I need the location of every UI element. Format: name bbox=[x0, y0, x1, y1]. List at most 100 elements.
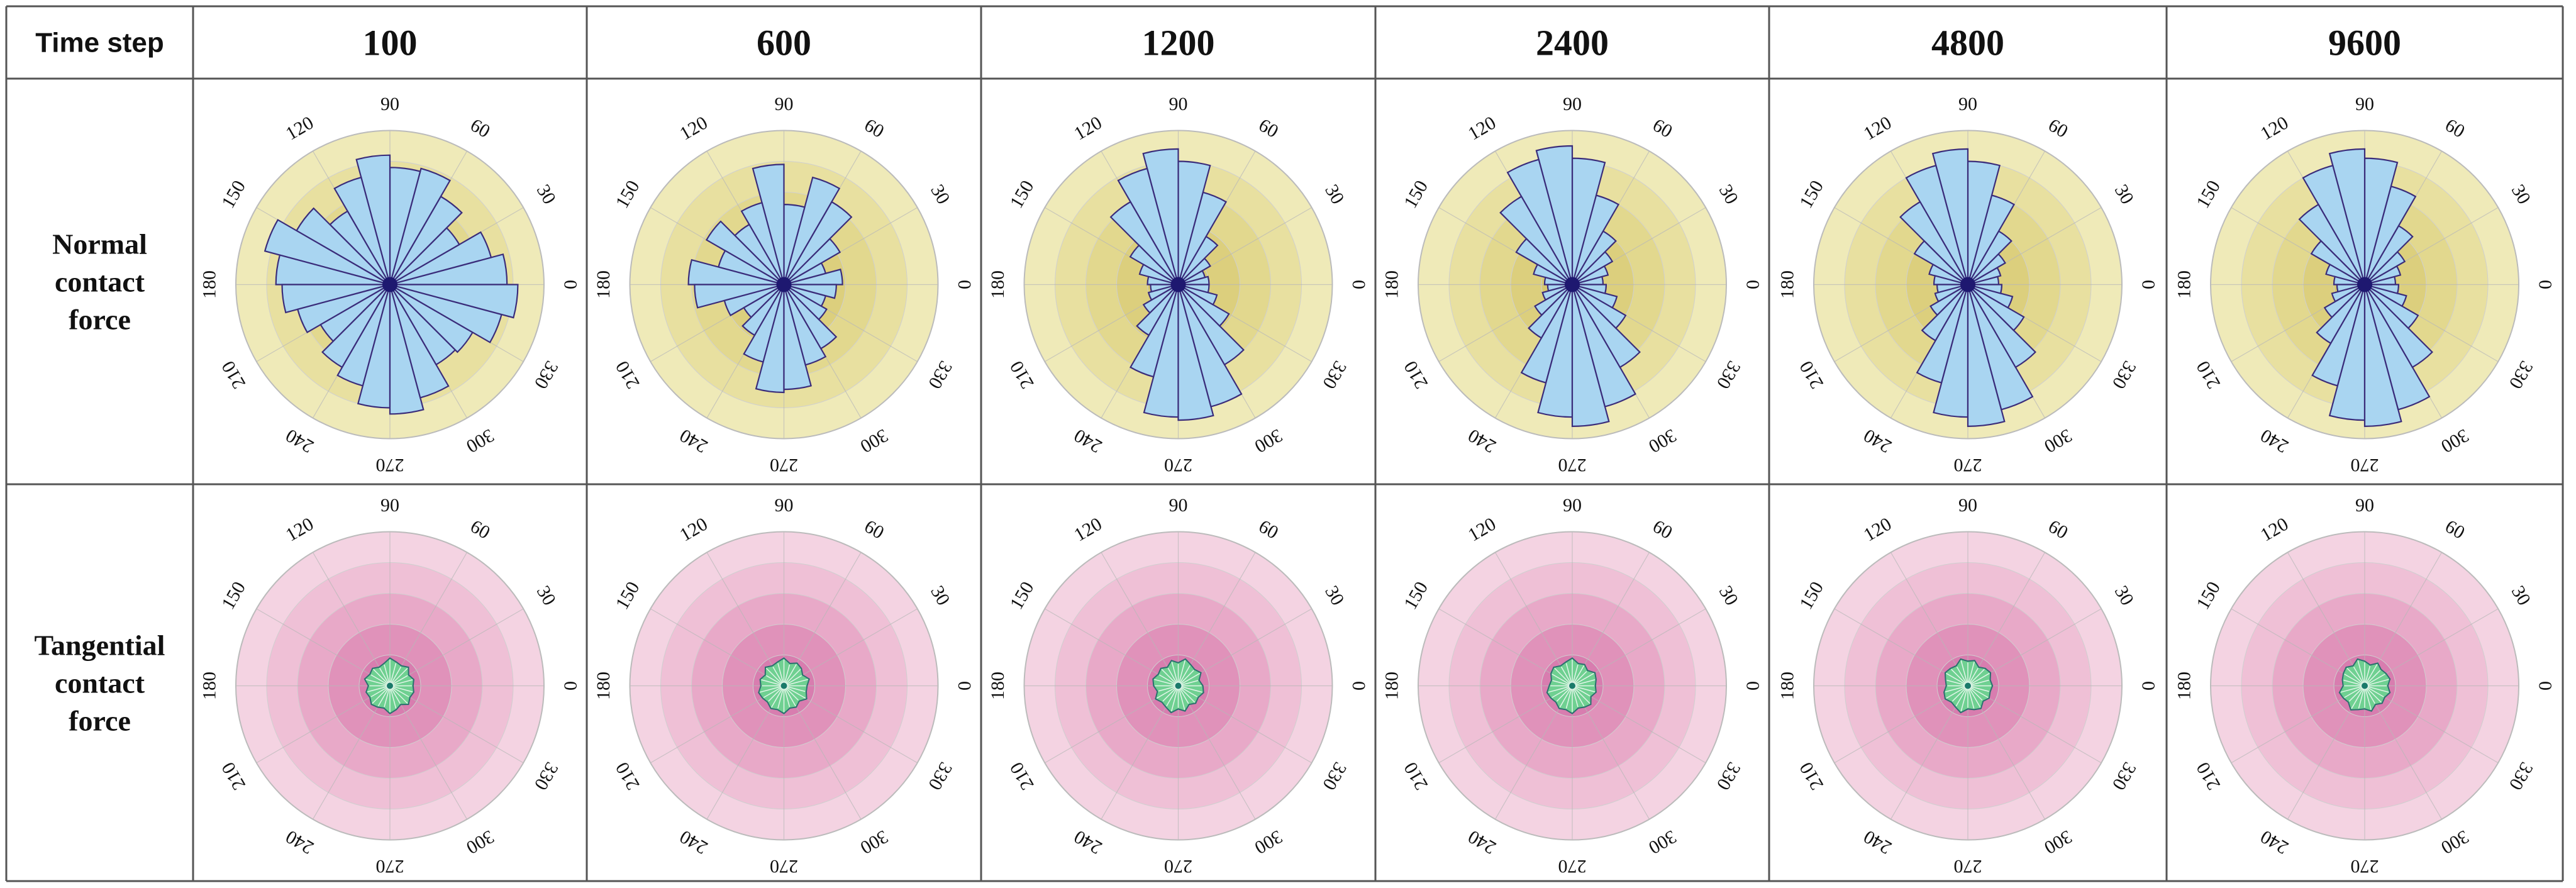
rose-bar bbox=[2364, 284, 2419, 330]
angle-label-270: 270 bbox=[376, 856, 404, 877]
spoke-line bbox=[1101, 685, 1179, 819]
rose-bar bbox=[1899, 201, 1968, 286]
angle-label-90: 90 bbox=[1169, 495, 1188, 516]
rose-bar bbox=[389, 167, 452, 286]
angle-label-150: 150 bbox=[1400, 177, 1432, 211]
tangential-spoke bbox=[384, 685, 391, 708]
spoke-line bbox=[706, 552, 785, 686]
tangential-spoke bbox=[389, 675, 408, 687]
tangential-spoke bbox=[1554, 667, 1573, 687]
angle-label-270: 270 bbox=[1558, 856, 1587, 877]
tangential-spoke bbox=[367, 685, 391, 692]
angle-label-60: 60 bbox=[1649, 516, 1675, 543]
angle-label-60: 60 bbox=[2045, 516, 2071, 543]
angle-label-210: 210 bbox=[1006, 758, 1038, 793]
tangential-spoke bbox=[783, 685, 791, 708]
angle-label-60: 60 bbox=[2441, 114, 2468, 142]
rose-bar bbox=[783, 284, 827, 366]
tangential-spoke bbox=[2364, 685, 2375, 704]
tangential-spoke bbox=[2344, 685, 2365, 698]
row-label-line: contact bbox=[55, 266, 145, 298]
angle-label-180: 180 bbox=[987, 270, 1008, 299]
outer-ring bbox=[629, 531, 939, 841]
angle-label-300: 300 bbox=[2438, 826, 2472, 858]
spoke-line bbox=[2364, 608, 2499, 687]
row-labels: Normal contact force Tangential contact force bbox=[35, 228, 165, 737]
angle-label-0: 0 bbox=[2535, 280, 2556, 289]
angle-label-300: 300 bbox=[2438, 425, 2472, 457]
angle-label-90: 90 bbox=[380, 94, 399, 114]
tangential-spoke bbox=[1178, 680, 1199, 687]
angle-label-180: 180 bbox=[1777, 672, 1798, 700]
angle-label-120: 120 bbox=[1860, 513, 1895, 545]
angle-label-0: 0 bbox=[1348, 681, 1369, 691]
angle-label-300: 300 bbox=[1251, 425, 1285, 457]
tangential-spoke bbox=[2358, 685, 2365, 709]
rose-bar bbox=[264, 219, 391, 286]
tangential-spoke bbox=[1945, 685, 1968, 692]
polar-chart-normal-100: 0 30 60 90 120 150 180 210 240 270 300 330 bbox=[199, 94, 581, 475]
tangential-spoke bbox=[777, 663, 785, 686]
angle-label-240: 240 bbox=[1465, 425, 1499, 457]
rose-bar bbox=[1967, 284, 2003, 294]
rose-bar bbox=[296, 284, 391, 334]
center-dot bbox=[1960, 277, 1975, 292]
angle-label-150: 150 bbox=[218, 177, 250, 211]
spoke-line bbox=[389, 685, 468, 819]
tangential-spoke bbox=[1967, 685, 1975, 709]
center-dot bbox=[1565, 277, 1580, 292]
tangential-spoke bbox=[1552, 674, 1573, 687]
rose-bar bbox=[389, 231, 492, 286]
tangential-spoke bbox=[1951, 669, 1968, 687]
tangential-spoke bbox=[1552, 685, 1573, 698]
rose-bar bbox=[1177, 284, 1218, 306]
tangential-spoke bbox=[771, 685, 785, 708]
rose-bar bbox=[1178, 284, 1210, 294]
tangential-spoke bbox=[1572, 685, 1579, 708]
spoke-line bbox=[783, 685, 862, 819]
tangential-spoke bbox=[370, 674, 391, 687]
rose-bar bbox=[2364, 284, 2407, 308]
tangential-spoke bbox=[1960, 660, 1968, 686]
angle-label-150: 150 bbox=[611, 177, 643, 211]
tangential-spoke bbox=[1572, 665, 1585, 686]
tangential-spoke bbox=[384, 664, 391, 686]
angle-label-240: 240 bbox=[282, 425, 317, 457]
rose-bar bbox=[1177, 284, 1230, 327]
table-grid bbox=[5, 5, 2564, 882]
spoke-line bbox=[1890, 552, 1968, 686]
angle-label-270: 270 bbox=[1164, 455, 1192, 475]
angle-label-150: 150 bbox=[1796, 177, 1828, 211]
angle-label-90: 90 bbox=[1169, 94, 1188, 114]
angle-label-210: 210 bbox=[1400, 357, 1432, 392]
angle-label-330: 330 bbox=[2505, 758, 2537, 793]
angle-label-120: 120 bbox=[282, 513, 317, 545]
angle-label-210: 210 bbox=[1006, 357, 1038, 392]
outer-ring bbox=[1813, 130, 2123, 440]
angle-label-300: 300 bbox=[1645, 826, 1680, 858]
angle-label-210: 210 bbox=[218, 357, 250, 392]
tangential-spoke bbox=[1955, 685, 1968, 707]
rose-bar bbox=[2364, 284, 2400, 294]
spoke-line bbox=[2231, 685, 2365, 763]
tangential-spoke bbox=[2351, 685, 2365, 709]
angle-label-30: 30 bbox=[1321, 582, 1348, 609]
rose-bar bbox=[1967, 284, 2014, 309]
spoke-line bbox=[1438, 608, 1573, 687]
tangential-spoke bbox=[365, 679, 391, 687]
tangential-spoke bbox=[1946, 679, 1968, 687]
angle-label-210: 210 bbox=[2192, 357, 2224, 392]
tangential-spoke bbox=[1548, 685, 1573, 693]
tangential-spoke bbox=[2343, 679, 2365, 687]
angle-label-270: 270 bbox=[376, 455, 404, 475]
center-dot bbox=[1965, 682, 1971, 689]
tangential-spoke bbox=[1161, 669, 1179, 687]
angle-label-120: 120 bbox=[2257, 513, 2292, 545]
tangential-spoke bbox=[1177, 685, 1196, 703]
tangential-spoke bbox=[1572, 685, 1596, 692]
spoke-line bbox=[1572, 552, 1650, 686]
angle-label-150: 150 bbox=[611, 578, 643, 613]
tangential-spoke bbox=[777, 685, 785, 709]
angle-label-120: 120 bbox=[676, 513, 711, 545]
